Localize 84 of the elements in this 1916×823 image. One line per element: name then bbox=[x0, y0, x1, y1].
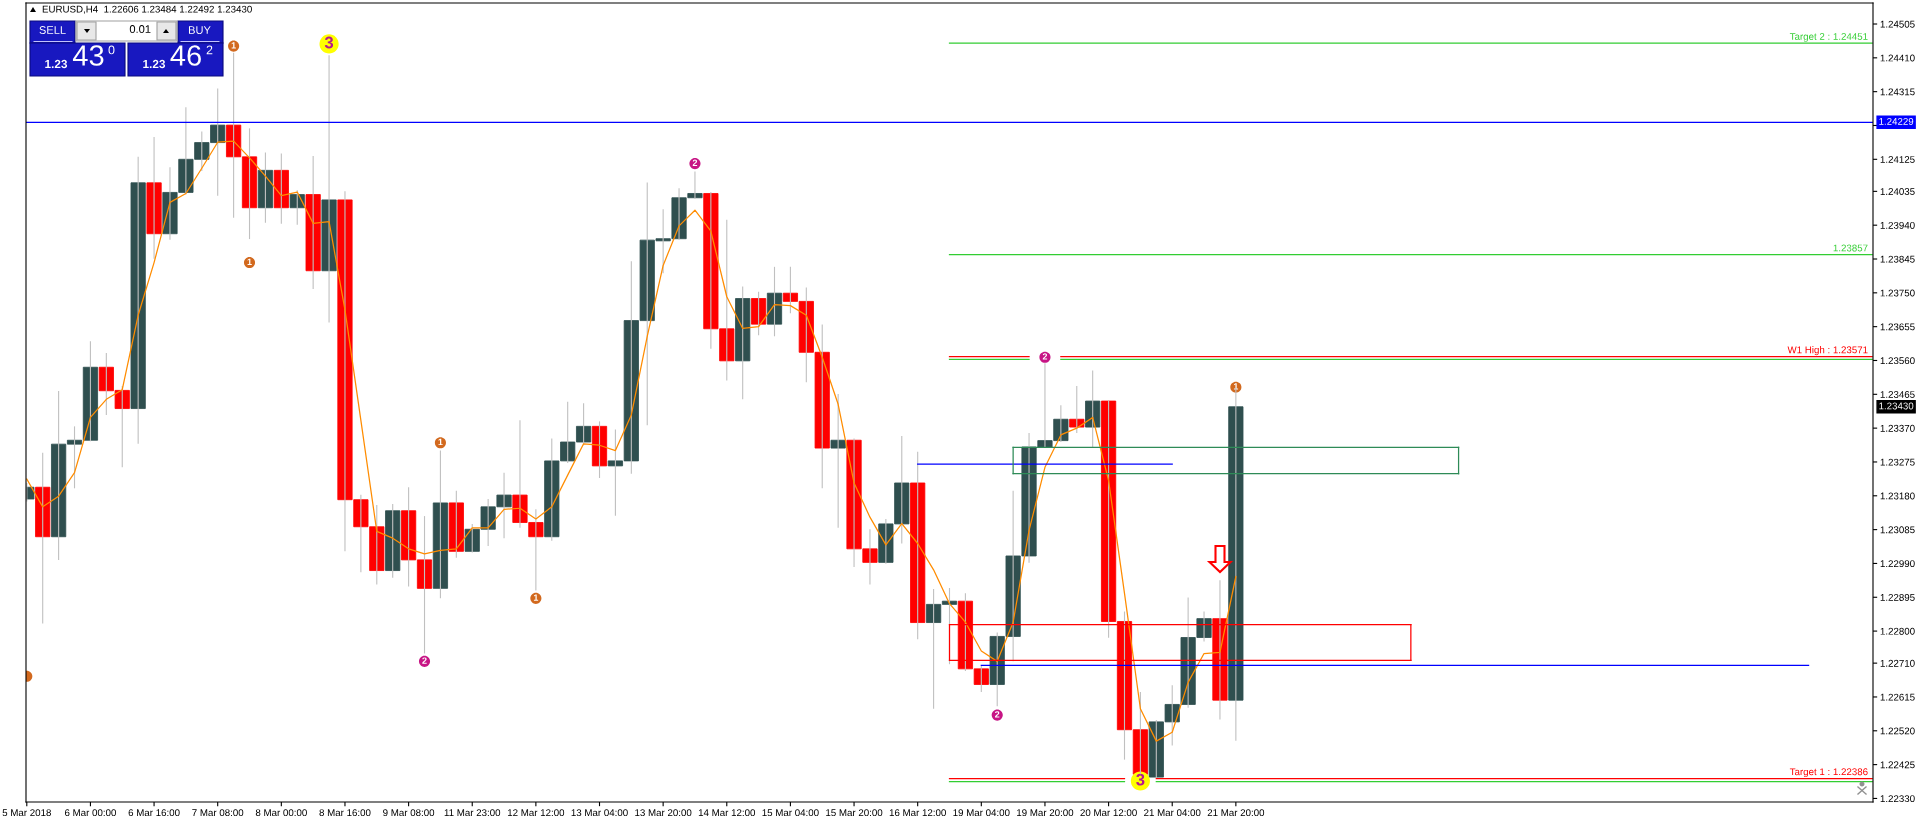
annotation: SELL bbox=[39, 26, 66, 34]
series-label: Target 2 : 1.24451 bbox=[1789, 33, 1868, 42]
x-tick-label: 11 Mar 23:00 bbox=[444, 809, 501, 817]
text: 1 bbox=[1233, 383, 1239, 390]
x-tick-label: 6 Mar 16:00 bbox=[128, 809, 180, 817]
candlestick bbox=[830, 393, 846, 529]
y-tick-label: 1.22520 bbox=[1880, 727, 1915, 735]
candlestick bbox=[289, 189, 305, 226]
text: 1.23430 bbox=[1879, 402, 1914, 410]
x-tick-label: 15 Mar 20:00 bbox=[826, 809, 883, 817]
annotation: 2 bbox=[422, 657, 427, 664]
annotation: 46 bbox=[170, 45, 201, 66]
y-tick-label: 1.23940 bbox=[1880, 221, 1915, 229]
text: 1 bbox=[231, 42, 236, 49]
series-label: W1 High : 1.23571 bbox=[1787, 346, 1868, 356]
text: 2 bbox=[692, 159, 698, 166]
y-tick-label: 1.24315 bbox=[1880, 88, 1915, 96]
x-tick-label: 14 Mar 12:00 bbox=[698, 809, 756, 817]
candlestick bbox=[305, 155, 321, 290]
text: 2 bbox=[1042, 353, 1048, 360]
x-tick-label: 9 Mar 08:00 bbox=[383, 809, 435, 817]
candlestick bbox=[432, 450, 448, 599]
series-label: 1 bbox=[247, 258, 252, 265]
y-tick-label: 1.22425 bbox=[1880, 761, 1915, 769]
chart-title: EURUSD,H4 1.22606 1.23484 1.22492 1.23430 bbox=[42, 5, 252, 14]
candlestick bbox=[1085, 369, 1101, 448]
y-tick-label: 1.23085 bbox=[1880, 526, 1915, 534]
series-label: 3 bbox=[1136, 773, 1145, 786]
candlestick bbox=[130, 156, 146, 445]
y-tick-label: 1.24410 bbox=[1880, 54, 1915, 62]
y-tick-label: 1.24505 bbox=[1880, 20, 1915, 28]
text: 3 bbox=[324, 36, 334, 49]
candlestick bbox=[385, 503, 401, 579]
x-tick-label: 21 Mar 04:00 bbox=[1144, 809, 1201, 817]
candlestick bbox=[448, 490, 464, 559]
y-tick-label: 1.23655 bbox=[1880, 323, 1915, 331]
series-label: Target 1 : 1.22386 bbox=[1789, 768, 1868, 778]
x-tick-label: 13 Mar 04:00 bbox=[571, 809, 628, 817]
x-tick-label: 21 Mar 20:00 bbox=[1207, 809, 1265, 817]
annotation: 0 bbox=[108, 45, 115, 55]
x-tick-label: 15 Mar 04:00 bbox=[762, 809, 819, 817]
annotation: 1.23 bbox=[45, 59, 68, 69]
y-tick-label: 1.22330 bbox=[1880, 795, 1915, 803]
y-tick-label: 1.22800 bbox=[1880, 627, 1915, 635]
candlestick bbox=[1069, 385, 1085, 434]
x-tick-label: 6 Mar 00:00 bbox=[64, 809, 116, 817]
series-label: 2 bbox=[995, 711, 1000, 718]
y-tick-label: 1.23750 bbox=[1880, 289, 1915, 297]
x-tick-label: 12 Mar 12:00 bbox=[507, 809, 565, 817]
x-tick-label: 8 Mar 00:00 bbox=[255, 809, 307, 817]
x-tick-label: 7 Mar 08:00 bbox=[192, 809, 244, 817]
x-tick-label: 19 Mar 20:00 bbox=[1017, 809, 1074, 817]
x-tick-label: 19 Mar 04:00 bbox=[953, 809, 1010, 817]
candlestick bbox=[35, 452, 51, 625]
candlestick bbox=[591, 420, 608, 479]
candlestick bbox=[146, 136, 162, 260]
series-label: 1.23857 bbox=[1833, 244, 1868, 252]
annotation: 43 bbox=[72, 45, 104, 66]
candlestick bbox=[751, 291, 767, 336]
x-tick-label: 16 Mar 12:00 bbox=[889, 809, 946, 817]
y-tick-label: 1.23560 bbox=[1880, 357, 1915, 365]
y-tick-label: 1.22710 bbox=[1880, 659, 1915, 667]
x-tick-label: 5 Mar 2018 bbox=[2, 809, 51, 817]
annotation: 0.01 bbox=[129, 25, 151, 33]
y-tick-label: 1.23180 bbox=[1880, 492, 1915, 500]
x-tick-label: 20 Mar 12:00 bbox=[1080, 809, 1137, 817]
x-tick-label: 8 Mar 16:00 bbox=[319, 809, 371, 817]
ref-line-label: 1.24229 bbox=[1879, 118, 1914, 125]
y-tick-label: 1.24125 bbox=[1880, 156, 1915, 163]
candlestick bbox=[910, 451, 926, 640]
y-tick-label: 1.22615 bbox=[1880, 693, 1915, 701]
y-tick-label: 1.23370 bbox=[1880, 424, 1915, 432]
text: 1 bbox=[533, 594, 539, 601]
annotation: BUY bbox=[188, 26, 211, 34]
text: 1 bbox=[438, 438, 443, 446]
annotation: 1.23 bbox=[143, 59, 166, 69]
y-tick-label: 1.24035 bbox=[1880, 188, 1915, 195]
y-tick-label: 1.23275 bbox=[1880, 458, 1915, 466]
x-tick-label: 13 Mar 20:00 bbox=[635, 809, 692, 817]
text: 2 bbox=[206, 45, 213, 55]
y-tick-label: 1.23465 bbox=[1880, 391, 1915, 398]
y-tick-label: 1.22895 bbox=[1880, 594, 1915, 601]
y-tick-label: 1.22990 bbox=[1880, 560, 1915, 568]
y-tick-label: 1.23845 bbox=[1880, 255, 1915, 263]
